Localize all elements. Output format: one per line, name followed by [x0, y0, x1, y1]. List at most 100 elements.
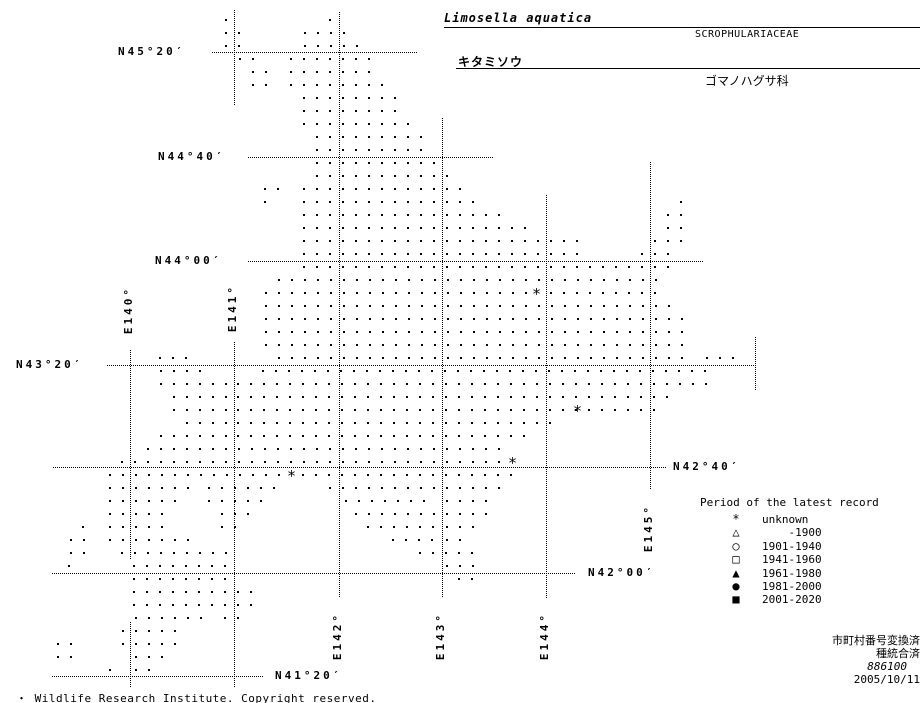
record-dot [459, 461, 461, 463]
record-dot [421, 357, 423, 359]
record-dot [434, 292, 436, 294]
record-dot [562, 409, 564, 411]
record-dot [224, 565, 226, 567]
record-dot [355, 448, 357, 450]
record-dot [564, 305, 566, 307]
record-dot [460, 305, 462, 307]
record-dot [315, 435, 317, 437]
record-dot [498, 487, 500, 489]
record-dot [198, 591, 200, 593]
record-dot [356, 279, 358, 281]
record-dot [458, 422, 460, 424]
record-dot [655, 357, 657, 359]
record-dot [655, 279, 657, 281]
record-dot [626, 370, 628, 372]
record-dot [499, 357, 501, 359]
record-dot [355, 110, 357, 112]
record-dot [290, 58, 292, 60]
record-dot [459, 500, 461, 502]
record-dot [408, 318, 410, 320]
record-dot [459, 214, 461, 216]
record-dot [265, 305, 267, 307]
record-dot [379, 370, 381, 372]
record-dot [406, 409, 408, 411]
record-dot [247, 500, 249, 502]
record-dot [329, 149, 331, 151]
record-dot [380, 396, 382, 398]
record-dot [329, 110, 331, 112]
record-dot [446, 253, 448, 255]
record-dot [380, 474, 382, 476]
record-dot [369, 357, 371, 359]
species-name-japanese: キタミソウ [458, 55, 524, 69]
record-dot [421, 318, 423, 320]
record-dot [342, 227, 344, 229]
record-dot [551, 318, 553, 320]
record-dot [432, 383, 434, 385]
record-dot [485, 266, 487, 268]
record-dot [237, 435, 239, 437]
record-dot [315, 383, 317, 385]
record-dot [368, 175, 370, 177]
record-dot [681, 318, 683, 320]
record-dot [382, 344, 384, 346]
record-dot [187, 474, 189, 476]
legend-symbol: ○ [732, 539, 740, 553]
record-dot [172, 578, 174, 580]
record-dot [328, 422, 330, 424]
record-dot [185, 565, 187, 567]
record-dot [329, 448, 331, 450]
record-dot [343, 292, 345, 294]
record-dot [368, 448, 370, 450]
record-dot [472, 565, 474, 567]
record-dot [173, 435, 175, 437]
record-dot [408, 357, 410, 359]
record-dot [382, 357, 384, 359]
record-dot [704, 370, 706, 372]
record-dot [446, 240, 448, 242]
record-dot [341, 409, 343, 411]
record-dot [211, 591, 213, 593]
record-dot [211, 565, 213, 567]
record-dot [381, 97, 383, 99]
record-dot [434, 279, 436, 281]
record-dot [225, 422, 227, 424]
longitude-line [234, 342, 235, 688]
record-dot [291, 357, 293, 359]
record-dot [523, 396, 525, 398]
record-dot [380, 383, 382, 385]
record-dot [602, 292, 604, 294]
family-name-japanese: ゴマノハグサ科 [705, 74, 789, 88]
record-dot [459, 227, 461, 229]
record-dot [588, 396, 590, 398]
record-dot [381, 188, 383, 190]
record-dot [317, 331, 319, 333]
record-dot [408, 279, 410, 281]
latitude-line [53, 467, 667, 468]
record-dot [394, 227, 396, 229]
record-dot [276, 435, 278, 437]
record-dot [434, 305, 436, 307]
record-dot [135, 500, 137, 502]
record-dot [471, 435, 473, 437]
record-dot [211, 578, 213, 580]
record-dot [393, 526, 395, 528]
record-dot [122, 630, 124, 632]
record-dot [354, 474, 356, 476]
record-dot [200, 474, 202, 476]
record-dot [551, 357, 553, 359]
record-dot [174, 630, 176, 632]
record-dot [173, 383, 175, 385]
record-dot [459, 539, 461, 541]
record-dot [407, 513, 409, 515]
record-dot [133, 591, 135, 593]
record-dot [174, 539, 176, 541]
record-dot [317, 305, 319, 307]
record-dot [640, 383, 642, 385]
record-dot [83, 539, 85, 541]
record-dot [679, 383, 681, 385]
record-dot [368, 71, 370, 73]
record-dot [407, 214, 409, 216]
record-dot [290, 461, 292, 463]
record-dot [173, 461, 175, 463]
